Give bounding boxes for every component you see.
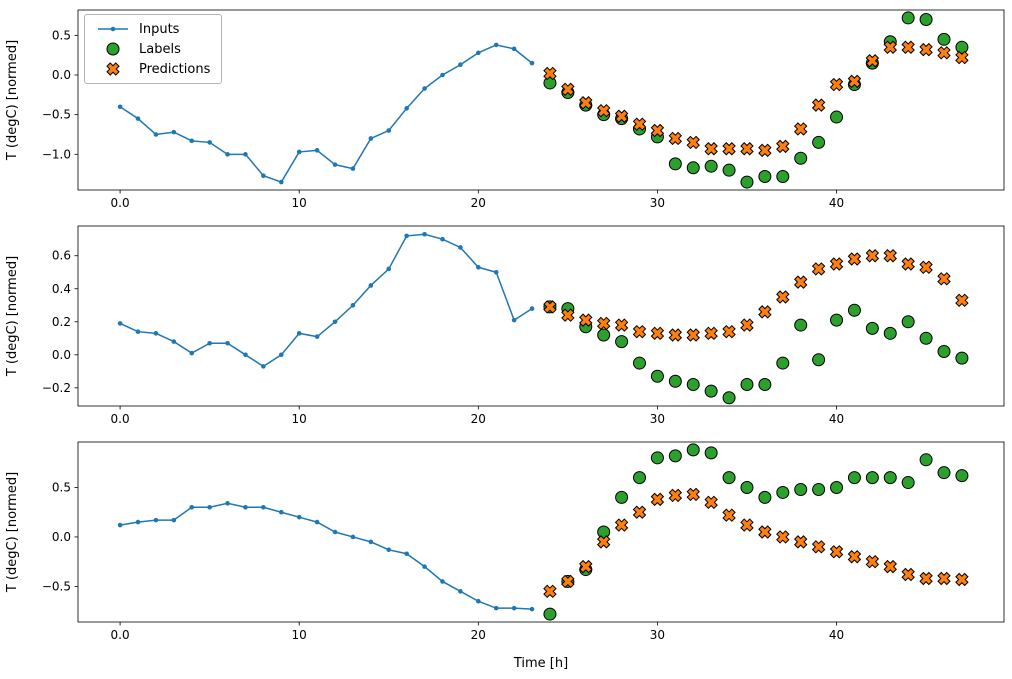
legend-item-labels: Labels <box>96 42 210 56</box>
x-tick-label: 10 <box>292 412 307 426</box>
x-axis-label: Time [h] <box>513 656 568 671</box>
y-axis-label: T (degC) [normed] <box>5 472 20 593</box>
x-tick-label: 20 <box>471 628 486 642</box>
y-tick-label: 0.0 <box>52 348 71 362</box>
x-tick-label: 40 <box>829 196 844 210</box>
x-tick-label: 30 <box>650 628 665 642</box>
legend-item-inputs: Inputs <box>96 22 210 36</box>
y-tick-label: 0.0 <box>52 68 71 82</box>
y-tick-label: 0.2 <box>52 315 71 329</box>
x-tick-label: 20 <box>471 196 486 210</box>
y-tick-label: 0.0 <box>52 530 71 544</box>
x-tick-label: 40 <box>829 412 844 426</box>
x-tick-label: 30 <box>650 412 665 426</box>
x-tick-label: 10 <box>292 196 307 210</box>
series-predictions <box>543 40 969 158</box>
subplot-middle: 0.0 10 20 30 40 0.6 0.4 0.2 0.0 −0.2 T (degC) [nor… <box>5 225 1005 426</box>
subplot-bottom: 0.0 10 20 30 40 0.5 0.0 −0.5 T (degC) [normed] Ti… <box>5 441 1005 671</box>
x-tick-label: 0.0 <box>111 412 130 426</box>
legend-label-labels: Labels <box>139 41 181 57</box>
y-tick-label: 0.5 <box>52 480 71 494</box>
series-predictions <box>543 249 969 342</box>
y-tick-label: −0.5 <box>42 579 71 593</box>
predictions-x-icon <box>106 62 120 76</box>
y-tick-label: −0.2 <box>42 381 71 395</box>
legend-label-inputs: Inputs <box>139 21 180 37</box>
y-tick-label: −0.5 <box>42 108 71 122</box>
legend-item-predictions: Predictions <box>96 62 210 76</box>
legend: Inputs Labels Predictions <box>84 14 223 84</box>
series-inputs <box>117 42 535 185</box>
legend-label-predictions: Predictions <box>139 61 211 77</box>
subplot-top: 0.0 10 20 30 40 0.5 0.0 −0.5 −1.0 T (degC) [norme… <box>5 9 1005 210</box>
y-tick-label: 0.6 <box>52 249 71 263</box>
x-tick-label: 40 <box>829 628 844 642</box>
y-tick-label: 0.4 <box>52 282 71 296</box>
series-labels <box>543 300 969 405</box>
labels-circle-icon <box>106 42 120 56</box>
x-tick-label: 0.0 <box>111 196 130 210</box>
y-axis-label: T (degC) [normed] <box>5 40 20 161</box>
x-tick-label: 0.0 <box>111 628 130 642</box>
x-tick-label: 20 <box>471 412 486 426</box>
series-inputs <box>117 231 535 369</box>
x-tick-label: 30 <box>650 196 665 210</box>
axes-frame <box>77 225 1005 407</box>
series-predictions <box>543 487 969 599</box>
inputs-line-icon <box>98 26 128 32</box>
y-tick-label: −1.0 <box>42 147 71 161</box>
series-labels <box>543 443 969 621</box>
y-axis-label: T (degC) [normed] <box>5 256 20 377</box>
x-tick-label: 10 <box>292 628 307 642</box>
axes-frame <box>77 441 1005 623</box>
series-inputs <box>117 501 535 612</box>
axes-frame <box>77 9 1005 191</box>
y-tick-label: 0.5 <box>52 28 71 42</box>
